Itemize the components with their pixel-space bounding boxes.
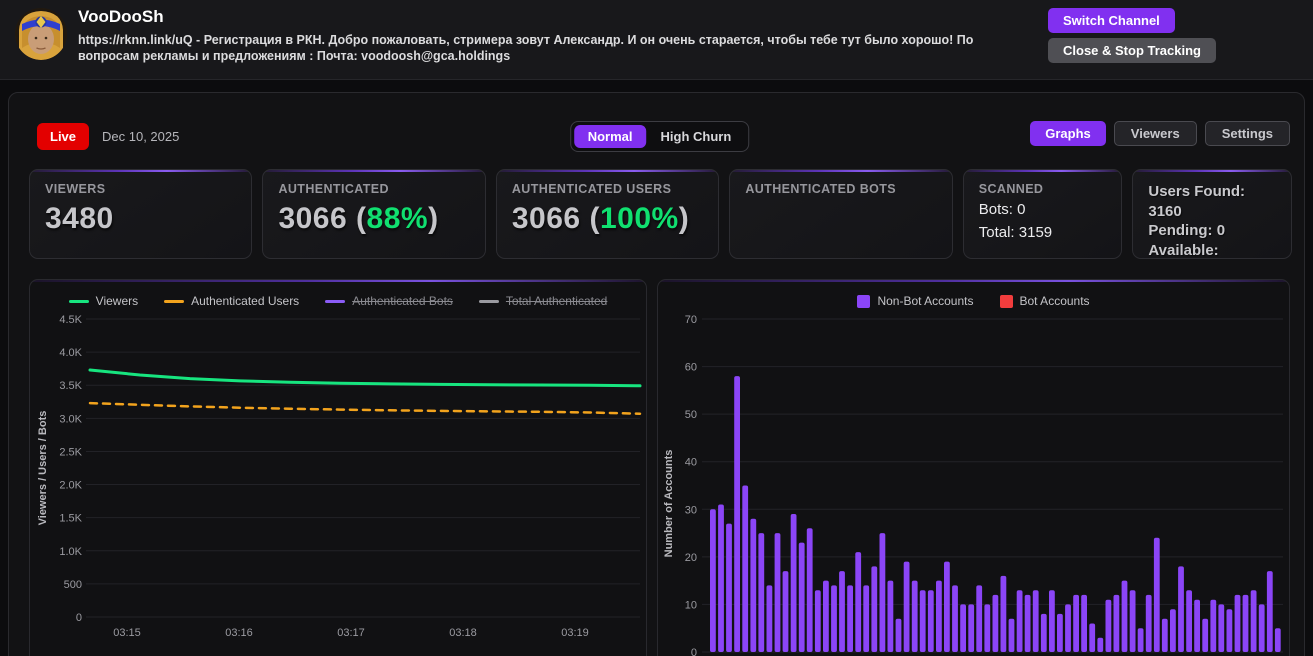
legend-label: Bot Accounts — [1019, 294, 1090, 308]
stat-value: 3480 — [45, 202, 114, 235]
svg-text:2.5K: 2.5K — [59, 446, 82, 458]
svg-text:70: 70 — [685, 314, 697, 326]
stat-card-authenticated-bots: AUTHENTICATED BOTS — [729, 169, 953, 259]
channel-description: https://rknn.link/uQ - Регистрация в РКН… — [78, 33, 974, 64]
view-tabs: Graphs Viewers Settings — [1030, 121, 1290, 146]
svg-text:0: 0 — [691, 647, 697, 656]
svg-text:3.0K: 3.0K — [59, 413, 82, 425]
stat-label: AUTHENTICATED — [278, 182, 389, 196]
controls-row: Live Dec 10, 2025 Normal High Churn Grap… — [29, 121, 1290, 153]
header-buttons: Switch Channel Close & Stop Tracking — [1048, 8, 1216, 63]
live-badge: Live — [37, 123, 90, 150]
stat-card-authenticated-users: AUTHENTICATED USERS 3066 (100%) — [495, 169, 720, 259]
legend-label: Total Authenticated — [505, 294, 608, 308]
pending-line: Pending: 0 — [1148, 222, 1226, 239]
svg-text:50: 50 — [685, 409, 697, 421]
legend-label: Viewers — [95, 294, 139, 308]
stat-label: SCANNED — [978, 182, 1044, 196]
tab-settings[interactable]: Settings — [1204, 121, 1290, 146]
svg-text:2.0K: 2.0K — [59, 480, 82, 492]
svg-text:03:19: 03:19 — [561, 627, 589, 639]
mode-toggle: Normal High Churn — [569, 121, 750, 152]
svg-text:1.5K: 1.5K — [59, 513, 82, 525]
stat-card-scanned: SCANNED Bots: 0 Total: 3159 — [962, 169, 1123, 259]
stats-row: VIEWERS 3480 AUTHENTICATED 3066 (88%) AU… — [29, 169, 1292, 259]
svg-text:3.5K: 3.5K — [59, 380, 82, 392]
legend-item[interactable]: Authenticated Users — [164, 294, 299, 308]
channel-info: VooDooSh https://rknn.link/uQ - Регистра… — [78, 7, 1033, 65]
accounts-bar-chart: 70 60 50 40 30 20 10 0 Number of Accounts — [663, 314, 1283, 656]
legend-label: Authenticated Bots — [352, 294, 453, 308]
svg-text:4.5K: 4.5K — [59, 314, 82, 326]
legend-item[interactable]: Total Authenticated — [478, 294, 608, 308]
channel-avatar — [15, 8, 67, 60]
stat-card-users-found: Users Found: 3160 Pending: 0 Available: … — [1132, 169, 1292, 259]
legend-swatch-icon — [857, 294, 871, 308]
legend-swatch-icon — [478, 299, 499, 303]
svg-text:4.0K: 4.0K — [59, 347, 82, 359]
available-label-line: Available: — [1148, 241, 1219, 259]
stat-card-authenticated: AUTHENTICATED 3066 (88%) — [262, 169, 486, 259]
svg-text:03:17: 03:17 — [337, 627, 365, 639]
channel-header: VooDooSh https://rknn.link/uQ - Регистра… — [0, 0, 1313, 80]
stat-value: 3066 (88%) — [278, 202, 439, 235]
legend-item[interactable]: Viewers — [68, 294, 139, 308]
legend-swatch-icon — [999, 294, 1013, 308]
legend-item[interactable]: Bot Accounts — [999, 294, 1090, 308]
legend-label: Non-Bot Accounts — [877, 294, 974, 308]
legend-swatch-icon — [164, 299, 185, 303]
scanned-bots-line: Bots: 0 — [978, 201, 1026, 218]
accounts-chart-panel: Non-Bot Accounts Bot Accounts 70 60 50 40 30 2… — [657, 279, 1290, 656]
tracker-panel: Live Dec 10, 2025 Normal High Churn Grap… — [8, 92, 1305, 656]
legend-item[interactable]: Non-Bot Accounts — [857, 294, 974, 308]
close-stop-tracking-button[interactable]: Close & Stop Tracking — [1048, 38, 1216, 63]
tab-viewers[interactable]: Viewers — [1113, 121, 1197, 146]
tab-graphs[interactable]: Graphs — [1030, 121, 1106, 146]
mode-high-churn-button[interactable]: High Churn — [647, 125, 746, 148]
stream-status: Live Dec 10, 2025 — [37, 123, 179, 150]
mode-normal-button[interactable]: Normal — [573, 125, 647, 148]
svg-text:Viewers / Users / Bots: Viewers / Users / Bots — [37, 411, 49, 526]
line-chart-legend: Viewers Authenticated Users Authenticated … — [30, 294, 646, 308]
stat-label: AUTHENTICATED USERS — [511, 182, 672, 196]
stat-label: AUTHENTICATED BOTS — [745, 182, 897, 196]
bar-chart-legend: Non-Bot Accounts Bot Accounts — [658, 294, 1289, 308]
channel-name: VooDooSh — [78, 7, 164, 26]
stat-percent: 100% — [599, 202, 679, 235]
legend-swatch-icon — [68, 299, 89, 303]
svg-text:40: 40 — [685, 457, 697, 469]
legend-item[interactable]: Authenticated Bots — [325, 294, 453, 308]
viewers-chart-panel: Viewers Authenticated Users Authenticated … — [29, 279, 647, 656]
svg-text:03:15: 03:15 — [113, 627, 141, 639]
svg-text:03:16: 03:16 — [225, 627, 253, 639]
legend-swatch-icon — [325, 299, 346, 303]
svg-text:03:18: 03:18 — [449, 627, 477, 639]
stat-value: 3066 (100%) — [511, 202, 690, 235]
svg-text:20: 20 — [685, 552, 697, 564]
stream-date: Dec 10, 2025 — [102, 129, 180, 144]
svg-text:500: 500 — [64, 579, 82, 591]
users-found-line: Users Found: 3160 — [1148, 183, 1246, 220]
svg-text:0: 0 — [76, 612, 82, 624]
viewers-line-chart: 4.5K 4.0K 3.5K 3.0K 2.5K 2.0K 1.5K 1.0K 500 0 03:1… — [37, 314, 642, 639]
legend-label: Authenticated Users — [191, 294, 300, 308]
svg-text:60: 60 — [685, 362, 697, 374]
svg-text:10: 10 — [685, 599, 697, 611]
scanned-total-line: Total: 3159 — [978, 224, 1053, 242]
switch-channel-button[interactable]: Switch Channel — [1048, 8, 1175, 33]
svg-text:1.0K: 1.0K — [59, 546, 82, 558]
svg-text:30: 30 — [685, 504, 697, 516]
stat-label: VIEWERS — [45, 182, 106, 196]
charts-row: Viewers Authenticated Users Authenticated … — [29, 279, 1290, 656]
stat-percent: 88% — [366, 202, 429, 235]
svg-text:Number of Accounts: Number of Accounts — [663, 450, 675, 558]
stat-card-viewers: VIEWERS 3480 — [29, 169, 253, 259]
avatar-image-icon — [15, 8, 67, 60]
